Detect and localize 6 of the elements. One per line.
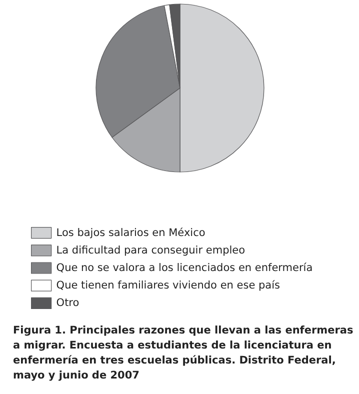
legend-label: Que no se valora a los licenciados en enfermería xyxy=(56,262,313,274)
legend-label: Que tienen familiares viviendo en ese país xyxy=(56,280,280,292)
legend-label: Otro xyxy=(56,297,80,310)
legend-label: Los bajos salarios en México xyxy=(56,226,206,239)
text: Figura 1. Principales razones que llevan a las enfermeras a migrar. Encuesta a estudiantes de la licenciatura en enfermería en tres escuelas públicas. Distrito Federal, mayo y junio de 2007 xyxy=(13,324,357,382)
legend-label: La dificultad para conseguir empleo xyxy=(56,244,246,256)
